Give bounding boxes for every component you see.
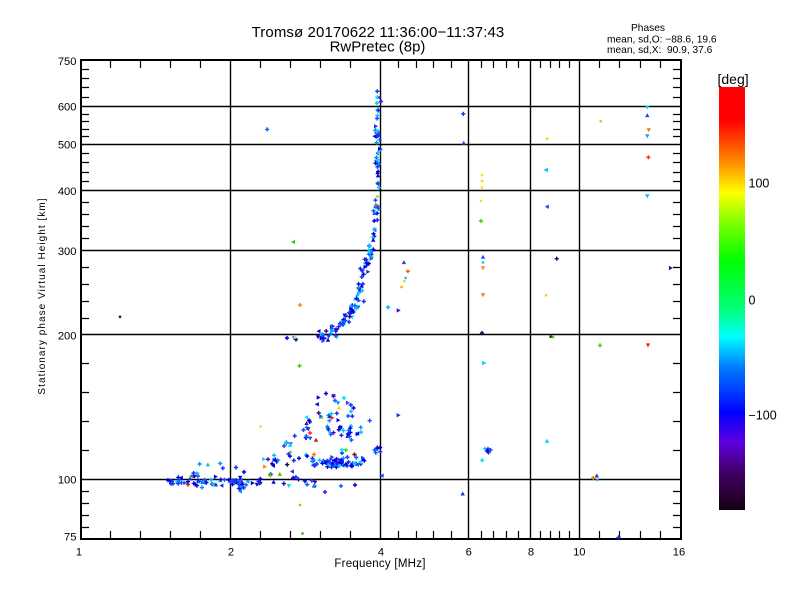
svg-text:2: 2: [228, 547, 234, 559]
svg-text:75: 75: [64, 531, 76, 543]
svg-text:Frequency [MHz]: Frequency [MHz]: [334, 558, 425, 570]
svg-text:0: 0: [749, 294, 756, 308]
svg-text:RwPretec (8p): RwPretec (8p): [330, 39, 426, 56]
svg-text:10: 10: [573, 547, 585, 559]
svg-text:500: 500: [58, 140, 77, 152]
svg-text:8: 8: [528, 547, 534, 559]
svg-text:Tromsø 20170622 11:36:00−11:37: Tromsø 20170622 11:36:00−11:37:43: [252, 24, 505, 41]
svg-text:mean, sd,X: 90.9, 37.6: mean, sd,X: 90.9, 37.6: [607, 45, 713, 56]
svg-text:mean, sd,O: −88.6, 19.6: mean, sd,O: −88.6, 19.6: [607, 35, 717, 46]
svg-text:300: 300: [58, 246, 77, 258]
svg-text:1: 1: [76, 547, 82, 559]
svg-text:200: 200: [58, 330, 77, 342]
svg-text:−100: −100: [749, 409, 777, 423]
svg-text:6: 6: [466, 547, 472, 559]
svg-text:100: 100: [749, 177, 770, 191]
svg-text:750: 750: [58, 56, 77, 68]
svg-text:100: 100: [58, 475, 77, 487]
svg-text:16: 16: [673, 547, 685, 559]
svg-text:4: 4: [378, 547, 384, 559]
svg-text:Stationary phase Virtual Heigh: Stationary phase Virtual Height [km]: [37, 197, 48, 394]
svg-text:[deg]: [deg]: [718, 71, 749, 87]
svg-text:Phases: Phases: [631, 23, 665, 34]
svg-text:600: 600: [58, 102, 77, 114]
svg-text:400: 400: [58, 186, 77, 198]
